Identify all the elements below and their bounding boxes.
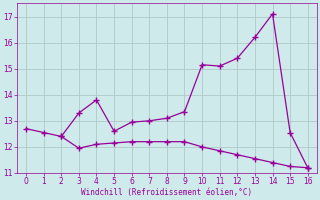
X-axis label: Windchill (Refroidissement éolien,°C): Windchill (Refroidissement éolien,°C) [81, 188, 252, 197]
